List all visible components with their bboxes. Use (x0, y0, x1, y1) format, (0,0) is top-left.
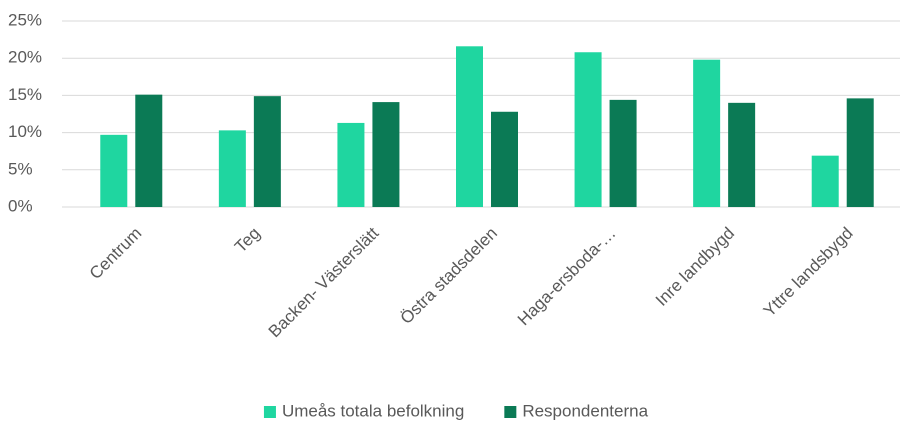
legend-label: Respondenterna (522, 401, 648, 420)
legend-swatch (504, 406, 517, 418)
bar (609, 99, 637, 207)
bar (135, 94, 163, 207)
x-tick-label: Yttre landsbygd (760, 224, 857, 321)
bar (491, 111, 518, 207)
y-tick-label: 20% (8, 48, 42, 67)
bar (218, 130, 246, 207)
bar (372, 102, 400, 207)
bar (337, 122, 365, 207)
y-tick-label: 0% (8, 196, 33, 215)
bar (728, 102, 756, 207)
bar (100, 134, 128, 207)
y-tick-label: 10% (8, 122, 42, 141)
bar (574, 52, 602, 207)
y-tick-label: 15% (8, 85, 42, 104)
y-tick-label: 25% (8, 10, 42, 29)
bar (693, 59, 721, 207)
bar (846, 98, 874, 207)
x-tick-label: Backen- Västerslätt (265, 223, 383, 341)
bar (456, 46, 483, 207)
y-tick-label: 5% (8, 159, 33, 178)
x-tick-label: Haga-ersboda-… (514, 224, 620, 330)
legend-label: Umeås totala befolkning (282, 401, 464, 420)
bar (253, 96, 281, 207)
x-tick-label: Inre landbygd (652, 224, 738, 310)
x-tick-label: Teg (231, 224, 264, 257)
x-tick-label: Centrum (86, 224, 146, 284)
legend-swatch (263, 406, 276, 418)
x-tick-label: Östra stadsdelen (397, 224, 501, 328)
bar (811, 155, 839, 207)
